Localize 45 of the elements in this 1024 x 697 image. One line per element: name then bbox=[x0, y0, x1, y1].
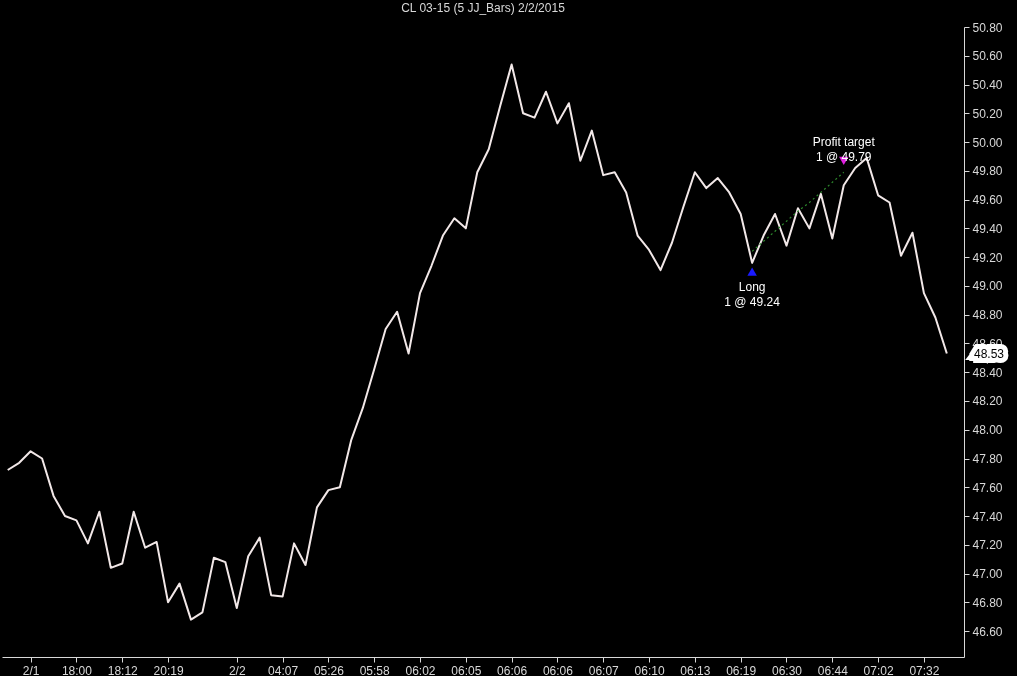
y-tick-label: 50.80 bbox=[972, 20, 1003, 35]
x-tick-label: 05:58 bbox=[359, 663, 391, 678]
y-tick-label: 49.00 bbox=[972, 279, 1003, 294]
y-tick-label: 46.80 bbox=[972, 595, 1003, 610]
x-tick-label: 06:30 bbox=[771, 663, 803, 678]
y-tick-label: 50.60 bbox=[972, 49, 1003, 64]
y-tick-label: 47.40 bbox=[972, 509, 1003, 524]
line-series bbox=[751, 171, 845, 252]
chart-title: CL 03-15 (5 JJ_Bars) 2/2/2015 bbox=[401, 1, 566, 15]
x-tick-label: 06:06 bbox=[497, 663, 528, 678]
x-tick-label: 18:00 bbox=[61, 663, 93, 678]
y-tick-label: 48.80 bbox=[972, 308, 1003, 323]
x-tick-label: 06:05 bbox=[451, 663, 482, 678]
x-tick-label: 20:19 bbox=[153, 663, 184, 678]
x-tick-label: 2/1 bbox=[22, 663, 40, 678]
y-tick-label: 47.60 bbox=[972, 480, 1003, 495]
y-tick-label: 49.80 bbox=[972, 164, 1003, 179]
x-tick-label: 06:13 bbox=[680, 663, 711, 678]
y-tick-label: 50.40 bbox=[972, 78, 1003, 93]
x-tick-label: 04:07 bbox=[268, 663, 299, 678]
x-tick-label: 07:02 bbox=[863, 663, 894, 678]
y-tick-label: 49.40 bbox=[972, 221, 1003, 236]
y-tick-label: 47.20 bbox=[972, 538, 1003, 553]
annotation: Long 1 @ 49.24 bbox=[724, 279, 781, 309]
y-tick-label: 48.00 bbox=[972, 423, 1003, 438]
x-tick-label: 06:07 bbox=[588, 663, 620, 678]
line-series bbox=[6, 63, 948, 621]
x-tick-label: 18:12 bbox=[107, 663, 139, 678]
x-tick-label: 05:26 bbox=[313, 663, 345, 678]
y-tick-label: 47.80 bbox=[972, 452, 1003, 467]
y-tick-label: 50.00 bbox=[972, 135, 1003, 150]
x-tick-label: 07:32 bbox=[909, 663, 940, 678]
x-tick-label: 06:44 bbox=[817, 663, 849, 678]
y-tick-label: 47.00 bbox=[972, 567, 1003, 582]
x-tick-label: 06:10 bbox=[634, 663, 665, 678]
x-tick-label: 2/2 bbox=[228, 663, 246, 678]
annotation: Profit target 1 @ 49.79 bbox=[812, 134, 876, 164]
x-tick-label: 06:06 bbox=[542, 663, 574, 678]
y-tick-label: 50.20 bbox=[972, 106, 1003, 121]
y-tick-label: 49.60 bbox=[972, 193, 1003, 208]
x-tick-label: 06:19 bbox=[726, 663, 757, 678]
y-tick-label: 46.60 bbox=[972, 624, 1003, 639]
x-tick-label: 06:02 bbox=[405, 663, 436, 678]
y-tick-label: 48.20 bbox=[972, 394, 1003, 409]
y-tick-label: 49.20 bbox=[972, 250, 1003, 265]
